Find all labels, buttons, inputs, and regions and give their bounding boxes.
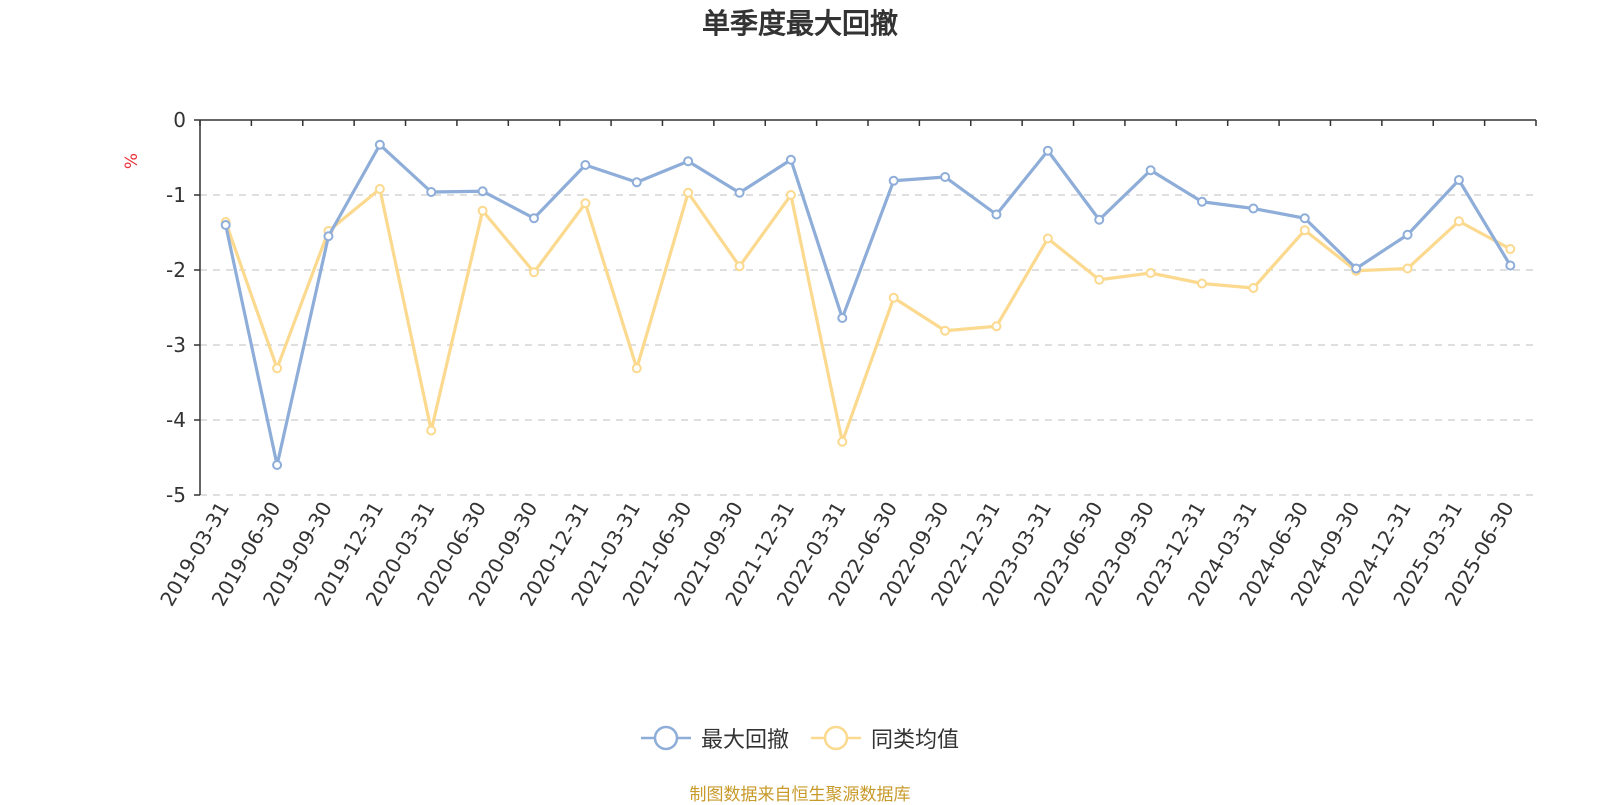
data-point — [1248, 283, 1259, 293]
data-point — [1094, 274, 1105, 285]
data-point — [529, 213, 539, 224]
data-point — [734, 187, 745, 198]
series-lines — [220, 139, 1516, 470]
legend-swatch-icon — [811, 725, 861, 751]
data-point — [1145, 165, 1156, 176]
legend-label: 同类均值 — [871, 728, 960, 753]
legend: 最大回撤 同类均值 — [0, 722, 1600, 754]
data-point — [837, 436, 848, 447]
legend-swatch-icon — [640, 725, 691, 751]
series-line — [224, 187, 1512, 444]
grid-lines — [200, 194, 1536, 496]
y-tick-label: -5 — [166, 483, 186, 507]
data-point — [374, 139, 385, 150]
data-point — [1094, 214, 1105, 225]
data-point — [991, 209, 1002, 220]
source-note: 制图数据来自恒生聚源数据库 — [689, 785, 911, 805]
legend-item[interactable]: 最大回撤 — [640, 722, 789, 754]
data-point — [580, 198, 591, 209]
data-point — [220, 220, 231, 230]
data-point — [580, 160, 591, 170]
data-point — [631, 177, 642, 188]
y-tick-label: -3 — [166, 333, 186, 357]
data-point — [1299, 225, 1310, 236]
legend-swatch-marker — [823, 725, 849, 751]
legend-label: 最大回撤 — [700, 728, 789, 753]
data-point — [1402, 229, 1413, 240]
data-point — [1197, 196, 1207, 207]
data-point — [683, 187, 694, 198]
data-point — [940, 172, 951, 182]
data-point — [1042, 233, 1053, 244]
data-point — [631, 363, 642, 374]
y-axis-unit-label: % — [122, 153, 142, 169]
data-point — [323, 231, 334, 242]
data-point — [888, 175, 899, 186]
data-point — [888, 292, 899, 303]
y-tick-label: -4 — [166, 408, 186, 432]
data-point — [1351, 263, 1362, 274]
data-point — [426, 187, 437, 197]
data-point — [426, 425, 437, 436]
data-point — [272, 460, 283, 470]
legend-swatch-marker — [653, 725, 679, 751]
data-point — [785, 190, 796, 200]
data-point — [1197, 278, 1207, 289]
data-point — [1042, 145, 1053, 156]
data-point — [1248, 203, 1259, 214]
axes: 0-1-2-3-4-52019-03-312019-06-302019-09-3… — [155, 108, 1537, 610]
data-point — [1505, 260, 1516, 271]
y-tick-label: -1 — [166, 183, 186, 207]
chart-title: 单季度最大回撤 — [701, 7, 898, 40]
data-point — [477, 205, 488, 216]
data-point — [940, 325, 951, 336]
data-point — [1402, 263, 1413, 274]
data-point — [1505, 244, 1516, 254]
data-point — [374, 184, 385, 194]
y-tick-label: -2 — [166, 258, 186, 282]
data-point — [734, 261, 745, 272]
series-line — [224, 143, 1512, 467]
data-point — [477, 186, 488, 197]
data-point — [529, 267, 539, 278]
data-point — [1145, 268, 1156, 278]
data-point — [1453, 216, 1464, 227]
data-point — [785, 154, 796, 165]
y-tick-label: 0 — [173, 108, 186, 132]
data-point — [837, 313, 848, 323]
data-point — [683, 156, 694, 167]
legend-item[interactable]: 同类均值 — [811, 722, 959, 754]
data-point — [272, 363, 283, 374]
data-point — [1299, 213, 1310, 224]
data-point — [991, 321, 1002, 332]
data-point — [1453, 175, 1464, 185]
